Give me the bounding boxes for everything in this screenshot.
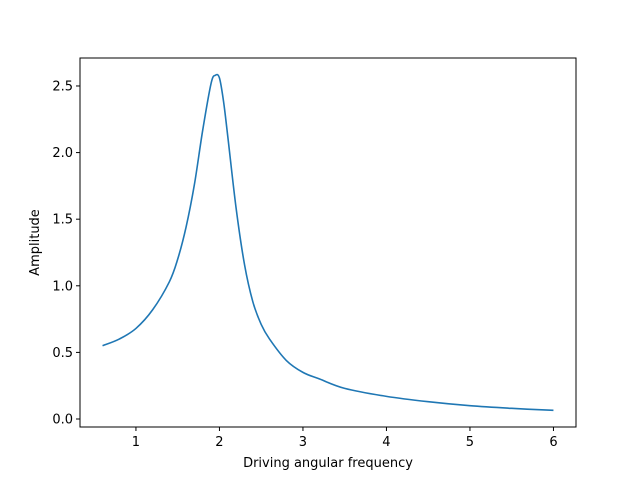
- y-tick-label: 2.0: [52, 146, 73, 161]
- x-axis-label: Driving angular frequency: [243, 456, 413, 471]
- y-tick-label: 0.5: [52, 346, 73, 361]
- x-tick-label: 5: [466, 435, 474, 450]
- x-tick-label: 2: [215, 435, 223, 450]
- x-axis: 1 2 3 4 5 6: [132, 427, 558, 450]
- x-tick-label: 6: [549, 435, 557, 450]
- y-axis: 0.0 0.5 1.0 1.5 2.0 2.5: [52, 79, 80, 428]
- y-tick-label: 2.5: [52, 79, 73, 94]
- y-axis-label: Amplitude: [28, 209, 43, 276]
- axes-frame: [79, 57, 577, 428]
- y-tick-label: 1.0: [52, 279, 73, 294]
- y-tick-label: 1.5: [52, 213, 73, 228]
- x-tick-label: 3: [299, 435, 307, 450]
- y-tick-label: 0.0: [52, 413, 73, 428]
- series-line: [102, 73, 554, 412]
- x-tick-label: 1: [132, 435, 140, 450]
- plot-area: [102, 73, 554, 412]
- x-tick-label: 4: [382, 435, 390, 450]
